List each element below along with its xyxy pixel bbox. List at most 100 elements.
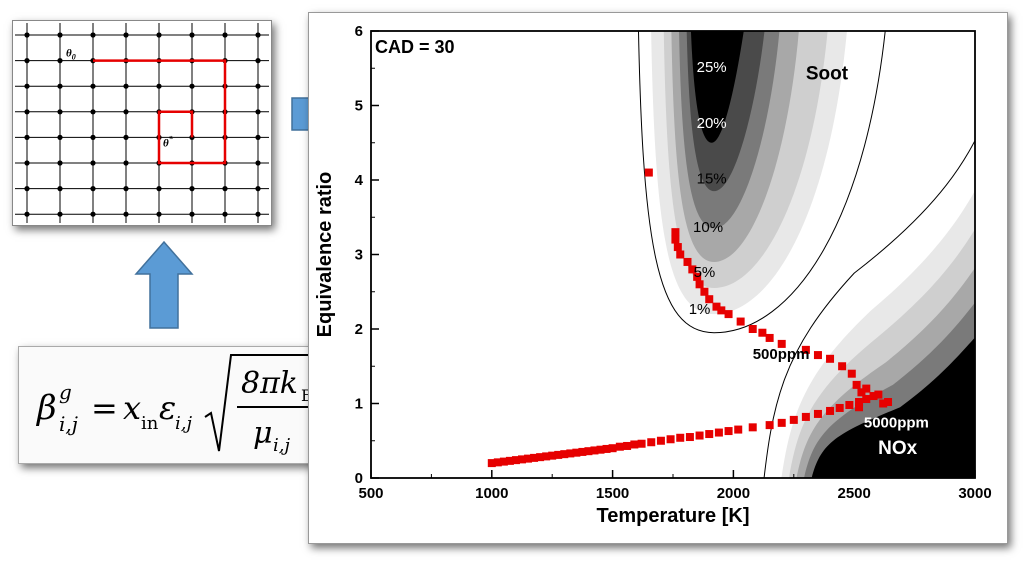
trajectory-point	[572, 448, 581, 457]
trajectory-point	[857, 388, 866, 397]
grid-node	[222, 211, 228, 217]
formula-epsilon: ε	[159, 389, 176, 427]
trajectory-point	[712, 302, 721, 311]
trajectory-point	[862, 384, 871, 393]
formula-equals: =	[91, 389, 118, 427]
trajectory-point	[855, 403, 864, 412]
trajectory-markers	[487, 168, 893, 468]
trajectory-point	[748, 423, 757, 432]
trajectory-point	[813, 351, 822, 360]
soot-level-label: 1%	[689, 301, 711, 318]
nox-level-5000ppm: 5000ppm	[864, 414, 929, 431]
grid-node	[57, 83, 63, 89]
trajectory-point	[847, 369, 856, 378]
formula-beta-sup: g	[59, 380, 72, 404]
grid-node	[57, 109, 63, 115]
soot-contour	[690, 31, 744, 143]
soot-level-label: 15%	[697, 171, 727, 188]
trajectory-point	[789, 415, 798, 424]
trajectory-point	[714, 428, 723, 437]
grid-node	[57, 32, 63, 38]
grid-node	[57, 186, 63, 192]
nox-level-500ppm: 500ppm	[753, 346, 810, 363]
trajectory-point	[683, 257, 692, 266]
trajectory-point	[869, 392, 878, 401]
grid-node	[123, 186, 129, 192]
lattice-grid: θ0 θ*	[15, 23, 269, 223]
lattice-grid-panel: θ0 θ*	[12, 20, 272, 226]
trajectory-point	[647, 438, 656, 447]
cad-annotation: CAD = 30	[375, 37, 455, 57]
y-axis-label: Equivalence ratio	[314, 172, 336, 338]
trajectory-point	[511, 456, 520, 465]
trajectory-point	[584, 447, 593, 456]
grid-node	[255, 32, 261, 38]
trajectory-point	[671, 228, 680, 237]
grid-node	[255, 83, 261, 89]
grid-node	[156, 32, 162, 38]
grid-node	[90, 134, 96, 140]
trajectory-point	[666, 435, 675, 444]
theta0-label: θ0	[66, 48, 76, 62]
y-tick-label: 5	[355, 98, 363, 115]
trajectory-point	[630, 440, 639, 449]
trajectory-point	[596, 445, 605, 454]
trajectory-point	[688, 265, 697, 274]
grid-node	[90, 109, 96, 115]
trajectory-point	[826, 406, 835, 415]
trajectory-point	[734, 425, 743, 434]
trajectory-point	[801, 412, 810, 421]
grid-node	[24, 211, 30, 217]
trajectory-point	[530, 453, 539, 462]
trajectory-point	[637, 439, 646, 448]
theta0-subscript: 0	[72, 53, 76, 62]
trajectory-point	[717, 306, 726, 315]
formula-mu-sub: i,j	[273, 435, 290, 456]
grid-node	[24, 109, 30, 115]
trajectory-point	[879, 399, 888, 408]
y-tick-label: 4	[355, 172, 364, 189]
grid-node	[189, 186, 195, 192]
trajectory-point	[693, 272, 702, 281]
grid-node	[255, 211, 261, 217]
trajectory-point	[765, 421, 774, 430]
trajectory-point	[695, 431, 704, 440]
trajectory-point	[554, 450, 563, 459]
grid-node	[123, 83, 129, 89]
trajectory-point	[705, 295, 714, 304]
trajectory-point	[671, 235, 680, 244]
trajectory-point	[724, 310, 733, 319]
trajectory-point	[838, 362, 847, 371]
grid-node	[57, 160, 63, 166]
trajectory-point	[826, 354, 835, 363]
y-tick-label: 6	[355, 23, 363, 40]
x-tick-label: 1500	[596, 485, 629, 502]
grid-node	[90, 83, 96, 89]
grid-node	[24, 160, 30, 166]
trajectory-point	[518, 455, 526, 464]
trajectory-point	[536, 453, 545, 462]
trajectory-point	[673, 243, 682, 252]
trajectory-point	[845, 400, 854, 409]
nox-label: NOx	[878, 438, 918, 459]
grid-node	[24, 186, 30, 192]
trajectory-point	[505, 456, 514, 465]
grid-node	[90, 186, 96, 192]
square-root-sign	[204, 354, 451, 452]
trajectory-point	[542, 452, 551, 461]
trajectory-point	[801, 345, 810, 354]
trajectory-point	[615, 442, 624, 451]
grid-node	[24, 32, 30, 38]
formula-epsilon-sub: i,j	[175, 413, 192, 434]
trajectory-point	[493, 458, 502, 467]
trajectory-point	[602, 444, 611, 453]
chart-panel: 500 1000 1500 2000 2500 3000 0 1 2 3 4 5 6 Temperatur…	[308, 12, 1008, 544]
soot-level-label: 10%	[693, 219, 723, 236]
soot-level-label: 25%	[697, 59, 727, 76]
contour-layer	[638, 31, 975, 478]
trajectory-point	[835, 403, 844, 412]
x-tick-label: 1000	[475, 485, 508, 502]
grid-node	[156, 186, 162, 192]
x-tick-label: 2000	[717, 485, 750, 502]
axes-layer: 500 1000 1500 2000 2500 3000 0 1 2 3 4 5 6 Temperatur…	[314, 23, 992, 527]
